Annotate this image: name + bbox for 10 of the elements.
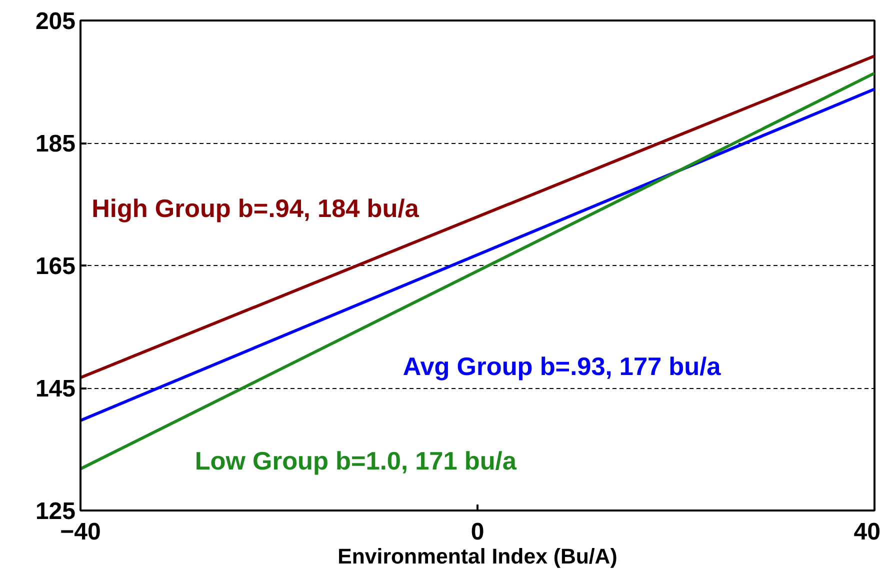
y-tick-label: 145 [35, 376, 76, 402]
x-tick-label: 0 [470, 518, 484, 546]
x-tick-label: 40 [854, 518, 880, 546]
y-tick-label: 185 [35, 130, 76, 158]
series-label: High Group b=.94, 184 bu/a [92, 195, 420, 224]
y-tick-label: 205 [35, 8, 76, 35]
y-tick-label: 165 [35, 253, 76, 280]
x-axis-title: Environmental Index (Bu/A) [338, 544, 618, 568]
series-label: Low Group b=1.0, 171 bu/a [194, 448, 518, 476]
text: Avg Group b=.93, 177 bu/a [402, 352, 722, 381]
